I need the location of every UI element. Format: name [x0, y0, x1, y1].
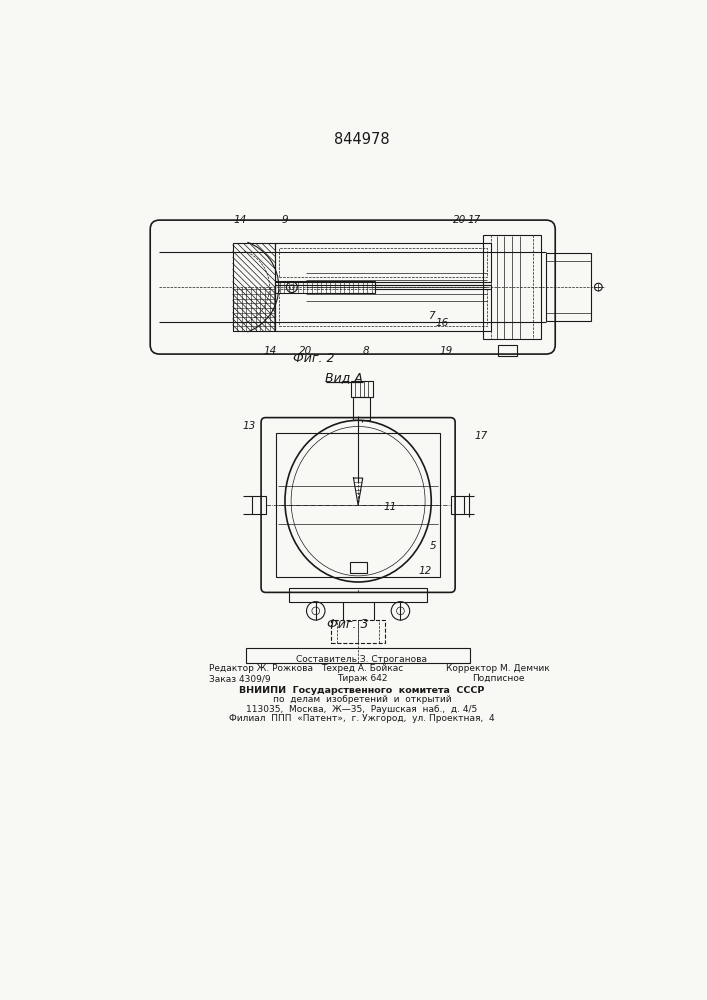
Text: Редактор Ж. Рожкова: Редактор Ж. Рожкова: [209, 664, 313, 673]
Text: Техред А. Бойкас: Техред А. Бойкас: [321, 664, 403, 673]
Text: 13: 13: [243, 421, 256, 431]
Text: 12: 12: [419, 566, 432, 576]
Bar: [450, 496, 464, 514]
Text: по  делам  изобретений  и  открытий: по делам изобретений и открытий: [273, 695, 451, 704]
Text: 844978: 844978: [334, 132, 390, 147]
Bar: [351, 381, 373, 397]
Text: Вид A: Вид A: [325, 371, 363, 384]
Text: 11: 11: [384, 502, 397, 512]
Bar: [275, 243, 491, 282]
Text: ВНИИПИ  Государственного  комитета  СССР: ВНИИПИ Государственного комитета СССР: [239, 686, 484, 695]
Bar: [275, 281, 375, 293]
Text: Составитель З. Строганова: Составитель З. Строганова: [296, 655, 428, 664]
Bar: [247, 648, 469, 663]
Bar: [288, 588, 428, 602]
Text: Заказ 4309/9: Заказ 4309/9: [209, 674, 271, 683]
Text: 14: 14: [264, 346, 277, 356]
Bar: [491, 235, 533, 339]
Text: 17: 17: [474, 431, 488, 441]
Bar: [279, 289, 486, 326]
Text: Тираж 642: Тираж 642: [337, 674, 387, 683]
Text: 17: 17: [468, 215, 481, 225]
Text: 7: 7: [428, 311, 435, 321]
Text: 5: 5: [429, 541, 436, 551]
Bar: [275, 285, 491, 331]
Bar: [331, 620, 385, 643]
Bar: [252, 496, 266, 514]
Text: Корректор М. Демчик: Корректор М. Демчик: [446, 664, 550, 673]
Text: 9: 9: [281, 215, 288, 225]
Text: 14: 14: [234, 215, 247, 225]
Bar: [498, 345, 518, 356]
Text: 20: 20: [299, 346, 312, 356]
Bar: [350, 562, 366, 573]
Text: 16: 16: [436, 318, 449, 328]
Text: Фиг. 2: Фиг. 2: [293, 352, 334, 365]
Text: Подписное: Подписное: [472, 674, 525, 683]
Text: 19: 19: [439, 346, 452, 356]
Bar: [483, 235, 541, 339]
Bar: [276, 433, 440, 577]
Text: 113035,  Москва,  Ж—35,  Раушская  наб.,  д. 4/5: 113035, Москва, Ж—35, Раушская наб., д. …: [246, 705, 477, 714]
Text: 20: 20: [453, 215, 467, 225]
Bar: [546, 253, 590, 321]
Bar: [279, 248, 486, 277]
Bar: [354, 397, 370, 420]
Text: Фиг. 3: Фиг. 3: [327, 618, 369, 631]
Text: Филиал  ППП  «Патент»,  г. Ужгород,  ул. Проектная,  4: Филиал ППП «Патент», г. Ужгород, ул. Про…: [229, 714, 495, 723]
Bar: [233, 243, 275, 331]
Text: 8: 8: [363, 346, 369, 356]
